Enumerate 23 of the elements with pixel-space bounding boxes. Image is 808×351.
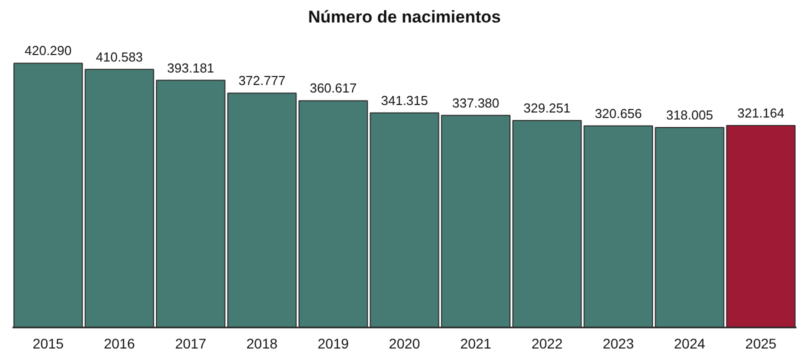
data-label: 420.290 [24, 43, 72, 58]
data-label: 318.005 [666, 108, 714, 123]
data-label: 372.777 [238, 73, 286, 88]
data-label: 360.617 [310, 80, 357, 96]
x-tick-label: 2020 [388, 336, 420, 351]
x-tick-label: 2017 [175, 336, 206, 351]
data-label: 410.583 [96, 49, 143, 64]
data-label: 341.315 [381, 92, 428, 108]
x-tick-label: 2018 [246, 336, 278, 351]
data-label: 337.380 [452, 95, 500, 110]
data-label: 321.164 [737, 106, 784, 121]
x-tick-label: 2023 [602, 336, 634, 351]
x-tick-label: 2015 [32, 336, 64, 351]
x-tick-label: 2025 [745, 336, 777, 351]
x-tick-label: 2024 [674, 336, 706, 351]
chart-title: Número de nacimientos [308, 8, 501, 26]
data-label: 320.656 [594, 106, 642, 121]
x-tick-label: 2019 [318, 336, 350, 351]
x-tick-label: 2022 [531, 336, 563, 351]
data-label: 393.181 [167, 60, 214, 76]
data-label: 329.251 [524, 100, 571, 116]
x-tick-label: 2016 [104, 336, 136, 351]
x-tick-label: 2021 [460, 336, 492, 351]
